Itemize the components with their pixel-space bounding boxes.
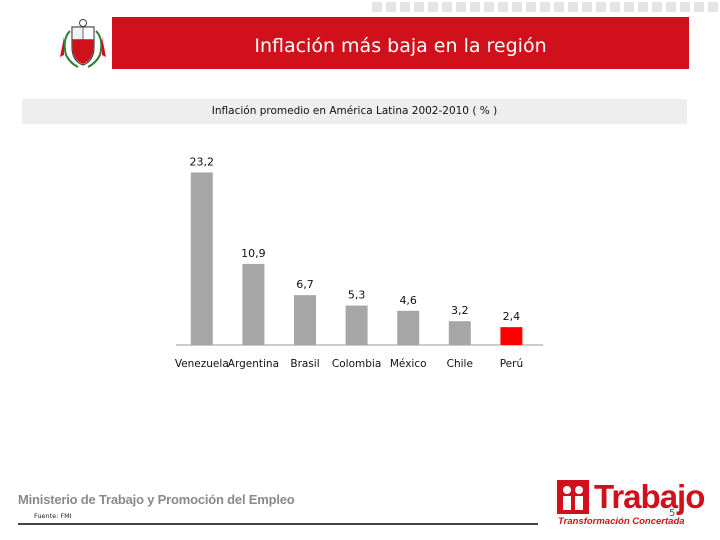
bar-2 xyxy=(294,295,316,345)
bar-6 xyxy=(500,327,523,345)
bar-3 xyxy=(345,305,368,345)
bar-4 xyxy=(397,310,420,345)
category-label-0: Venezuela xyxy=(175,358,229,370)
data-label-2: 6,7 xyxy=(296,278,314,291)
logo-name: Trabajo xyxy=(594,478,705,515)
category-label-4: México xyxy=(390,358,427,370)
header-decoration xyxy=(372,2,718,12)
category-label-6: Perú xyxy=(500,358,523,370)
trabajo-logo: Trabajo Transformación Concertada xyxy=(556,478,705,530)
logo-tagline: Transformación Concertada xyxy=(558,516,685,527)
data-label-4: 4,6 xyxy=(399,294,417,307)
data-label-3: 5,3 xyxy=(348,289,366,302)
bar-5 xyxy=(448,321,471,345)
data-label-6: 2,4 xyxy=(503,310,521,323)
bar-chart: 23,2 Venezuela 10,9 Argentina 6,7 Brasil 5,3 Co… xyxy=(175,155,544,370)
category-label-3: Colombia xyxy=(332,358,381,370)
peru-coat-of-arms-icon xyxy=(54,17,112,71)
category-label-1: Argentina xyxy=(228,358,279,370)
source-note: Fuente: FMI xyxy=(34,512,72,520)
ministry-name: Ministerio de Trabajo y Promoción del Em… xyxy=(18,492,295,507)
header-bar: Inflación más baja en la región xyxy=(112,17,689,69)
trabajo-people-logo-icon xyxy=(557,480,589,514)
page-number: 5 xyxy=(669,508,676,519)
footer-divider xyxy=(18,523,538,525)
bar-0 xyxy=(190,172,213,345)
data-label-0: 23,2 xyxy=(190,155,215,168)
data-label-5: 3,2 xyxy=(451,304,469,317)
bar-1 xyxy=(242,263,265,345)
category-label-2: Brasil xyxy=(290,358,319,370)
data-label-1: 10,9 xyxy=(241,247,266,260)
chart-title: Inflación promedio en América Latina 200… xyxy=(211,105,498,117)
page-title: Inflación más baja en la región xyxy=(254,35,547,57)
category-label-5: Chile xyxy=(447,358,473,370)
chart-title-band: Inflación promedio en América Latina 200… xyxy=(22,99,687,124)
